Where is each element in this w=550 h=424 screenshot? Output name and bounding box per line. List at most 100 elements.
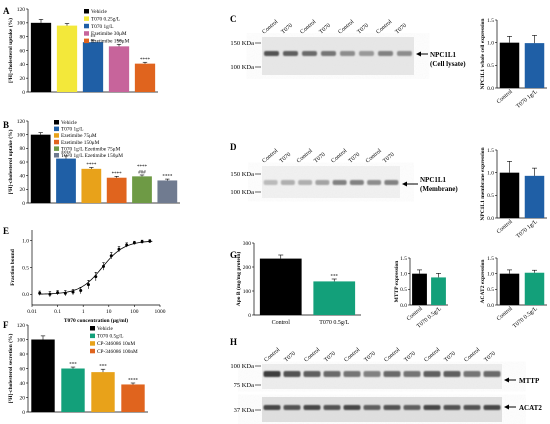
D-band: [298, 180, 313, 185]
F-significance-label: ***: [99, 365, 107, 370]
B-significance-label: ###: [138, 170, 146, 175]
E-ytick-label: 0.0: [22, 292, 29, 298]
A-significance-label: ****: [140, 58, 151, 63]
B-legend-swatch: [54, 146, 59, 151]
D-target-label: NPC1L1: [420, 176, 447, 184]
H-mttp-band: [423, 371, 441, 377]
E-data-point: [117, 247, 121, 251]
F-bar: [61, 368, 85, 412]
E-data-point: [101, 264, 105, 268]
A-bar: [30, 22, 52, 92]
C-quant-ylabel: NPC1L1 whole cell expression: [480, 19, 486, 90]
C-quant-category-label: Control: [496, 89, 514, 106]
B-ytick-label: 0: [22, 201, 25, 207]
A-legend-label: Vehicle: [91, 9, 108, 15]
F-significance-label: ***: [69, 363, 77, 368]
D-quant-bar: [524, 175, 545, 218]
H-acat2-band: [443, 405, 461, 410]
B-bar: [81, 168, 102, 203]
A-bar: [82, 42, 104, 92]
A-legend-swatch: [84, 16, 89, 21]
H-target-label: ACAT2: [519, 404, 542, 412]
panel-letter-f: F: [3, 320, 9, 330]
A-bar: [134, 63, 156, 92]
E-ytick-label: 0.5: [22, 265, 29, 271]
B-bar: [56, 158, 76, 203]
G-mttp-bar: [412, 273, 427, 305]
B-ylabel: [³H]-cholesterol uptake (%): [7, 129, 14, 194]
B-legend-swatch: [54, 120, 59, 125]
H-mttp-band: [443, 371, 461, 377]
C-lane-label: T070: [318, 23, 332, 36]
A-ytick-label: 40: [20, 62, 26, 68]
E-data-point: [132, 241, 136, 245]
D-lane-label: T070: [313, 152, 327, 165]
F-bar: [121, 384, 145, 412]
D-lane-label: Control: [296, 148, 314, 165]
G-acat2-category-label: T070 0.5g/L: [512, 306, 539, 330]
B-ytick-label: 80: [20, 146, 26, 152]
H-mttp-band: [363, 371, 381, 377]
H-mttp-membrane-texture: [262, 364, 502, 389]
D-quant-category-label: Control: [496, 219, 514, 236]
C-quant-ytick-label: 0.0: [487, 86, 494, 92]
B-legend-label: Ezetimibe 150μM: [61, 140, 100, 146]
B-significance-label: ****: [162, 175, 173, 180]
D-quant-ytick-label: 1.0: [487, 170, 494, 176]
H-lane-label: T070: [443, 351, 457, 364]
A-ytick-label: 120: [17, 7, 26, 13]
G-apob-category-label: T070 0.5g/L: [319, 320, 349, 326]
D-lane-label: T070: [348, 152, 362, 165]
C-lane-label: T070: [280, 23, 294, 36]
H-marker-label: 75 KDa: [234, 382, 255, 389]
C-arrow-head: [416, 51, 421, 57]
A-legend-swatch: [84, 23, 89, 29]
E-data-point: [71, 290, 75, 294]
A-legend-label: T070 0.25g/L: [91, 16, 120, 22]
D-band: [367, 180, 382, 185]
A-ytick-label: 20: [20, 76, 26, 82]
G-acat2-ytick-label: 0.0: [487, 303, 494, 309]
F-legend-label: Vehicle: [97, 326, 114, 332]
panel-letter-h: H: [230, 337, 237, 347]
D-band: [315, 180, 330, 185]
blot-c: Control T070 Control T070 Control T070 Control…: [230, 19, 466, 75]
D-lane-label: Control: [261, 148, 279, 165]
A-ytick-label: 0: [22, 90, 25, 96]
C-band: [302, 51, 317, 56]
H-acat2-band: [403, 405, 421, 410]
F-legend-swatch: [90, 326, 95, 331]
E-xtick-label: 0.1: [54, 309, 61, 315]
D-arrow-head: [402, 181, 407, 187]
H-acat2-band: [463, 405, 481, 410]
B-bar: [132, 176, 152, 203]
D-lane-label: T070: [279, 152, 293, 165]
C-lane-label: Control: [375, 19, 393, 36]
D-band: [280, 180, 295, 185]
H-acat2-band: [263, 405, 281, 410]
C-quant-bar: [499, 42, 520, 88]
chart-e: 0.0 0.5 1.0 0.01 0.1 1 10 100 1000 T070 concentra…: [10, 230, 166, 324]
chart-a: 0 20 40 60 80 100 120[³H]-cholesterol uptake (…: [7, 7, 158, 96]
D-band: [332, 180, 347, 185]
A-legend-swatch: [84, 38, 89, 44]
G-acat2-ylabel: ACAT2 expression: [480, 260, 486, 304]
C-band: [359, 51, 374, 56]
B-legend-swatch: [54, 133, 59, 138]
C-quant-category-label: T070 1g/L: [515, 89, 539, 110]
C-lane-label: Control: [337, 19, 355, 36]
G-apob-category-label: Control: [272, 320, 291, 326]
E-xtick-label: 100: [130, 309, 139, 315]
G-apob-significance-label: ***: [331, 275, 339, 280]
panel-letter-a: A: [3, 6, 10, 16]
E-data-point: [94, 275, 98, 279]
F-significance-label: ****: [128, 379, 139, 384]
A-legend-swatch: [84, 31, 89, 36]
C-target-label: (Cell lysate): [430, 60, 466, 68]
E-data-point: [125, 243, 129, 247]
G-acat2-bar: [499, 273, 520, 305]
F-legend-swatch: [90, 341, 95, 346]
E-xtick-label: 1000: [155, 309, 166, 315]
